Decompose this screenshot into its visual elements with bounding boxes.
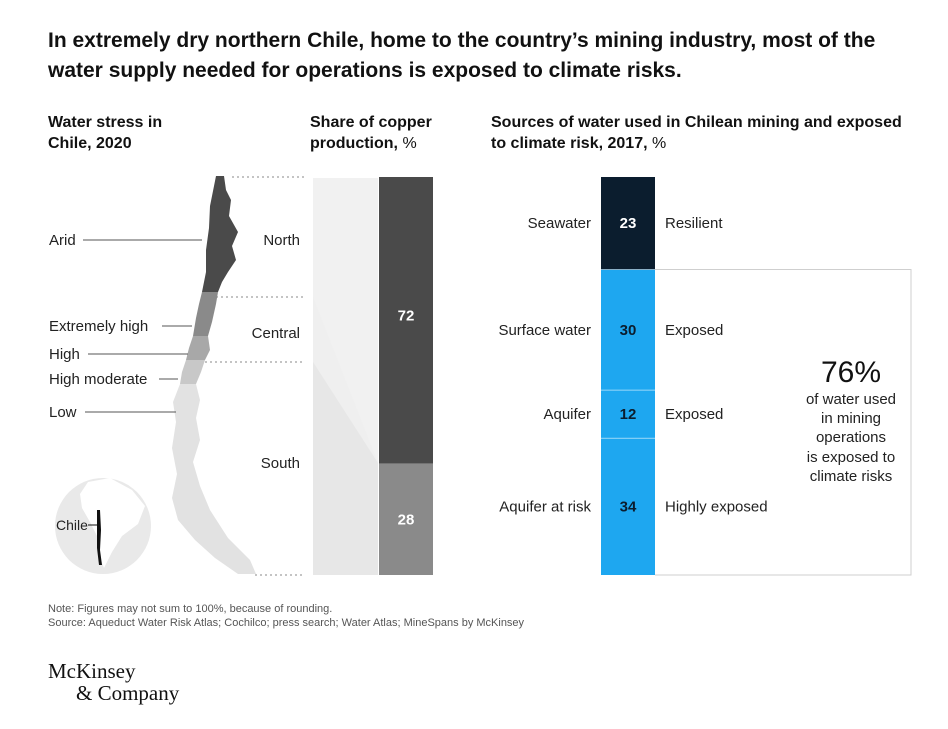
water-sources-header: Sources of water used in Chilean mining … — [491, 112, 911, 154]
water-category-label-aquifer: Aquifer — [543, 406, 591, 423]
water-value-label-aquifer-at-risk: 34 — [620, 499, 637, 516]
water-value-label-surface-water: 30 — [620, 322, 637, 339]
copper-share-header-unit: % — [402, 135, 417, 152]
footnote: Note: Figures may not sum to 100%, becau… — [48, 602, 524, 630]
water-stress-header: Water stress in Chile, 2020 — [48, 114, 163, 152]
callout-value: 76% — [821, 356, 881, 389]
mckinsey-logo: McKinsey & Company — [48, 660, 179, 704]
globe-chile-label: Chile — [56, 517, 88, 533]
water-risk-label-seawater: Resilient — [665, 215, 723, 232]
logo-line-1: McKinsey — [48, 659, 136, 683]
map-region-extremely-high — [193, 292, 218, 336]
region-connector-lower — [313, 362, 378, 575]
region-label-north: North — [263, 232, 300, 249]
region-label-south: South — [261, 455, 300, 472]
copper-value-label-south: 28 — [398, 511, 415, 528]
globe-south-america — [80, 478, 145, 568]
copper-bar-segment-south — [379, 463, 433, 575]
water-bar-segment-seawater — [601, 177, 655, 270]
water-bar-segment-surface-water — [601, 269, 655, 391]
map-region-high — [186, 336, 210, 360]
chart-title: In extremely dry northern Chile, home to… — [48, 29, 876, 82]
callout-text-line-2: in mining — [821, 410, 881, 427]
region-label-central: Central — [252, 325, 300, 342]
globe-chile-highlight — [97, 510, 102, 565]
water-category-label-surface-water: Surface water — [498, 322, 591, 339]
legend-label-high: High — [49, 346, 80, 363]
logo-line-2: & Company — [76, 681, 180, 705]
source-text: Source: Aqueduct Water Risk Atlas; Cochi… — [48, 617, 525, 629]
map-region-arid — [202, 176, 238, 292]
water-category-label-aquifer-at-risk: Aquifer at risk — [499, 499, 591, 516]
map-region-high-moderate — [180, 360, 205, 384]
chile-map — [172, 176, 256, 574]
callout-text-line-3: operations — [816, 429, 886, 446]
water-sources-header-text: Sources of water used in Chilean mining … — [491, 114, 902, 152]
copper-bar-segment-north-central — [379, 177, 433, 464]
region-connector-upper — [313, 178, 378, 463]
copper-value-label-north-central: 72 — [398, 307, 415, 324]
legend-label-low: Low — [49, 404, 77, 421]
callout-text-line-1: of water used — [806, 391, 896, 408]
callout-bracket — [655, 269, 912, 576]
copper-bar-group: 72 28 — [379, 177, 433, 575]
callout: 76% of water used in mining operations i… — [806, 356, 896, 485]
water-value-label-aquifer: 12 — [620, 406, 637, 423]
callout-text-line-4: is exposed to — [807, 449, 895, 466]
water-value-label-seawater: 23 — [620, 215, 637, 232]
water-bar-group: 23 30 12 34 Seawater Surface water Aquif… — [498, 177, 768, 575]
water-category-label-seawater: Seawater — [528, 215, 591, 232]
note-text: Note: Figures may not sum to 100%, becau… — [48, 603, 333, 615]
legend-label-arid: Arid — [49, 232, 76, 249]
water-sources-header-unit: % — [651, 135, 667, 152]
legend-label-high-moderate: High moderate — [49, 371, 147, 388]
water-risk-label-aquifer-at-risk: Highly exposed — [665, 499, 768, 516]
copper-share-header: Share of copper production, % — [310, 112, 470, 154]
water-bar-segment-aquifer-at-risk — [601, 438, 655, 575]
map-region-low — [172, 384, 256, 574]
copper-share-header-text: Share of copper production, — [310, 114, 432, 152]
legend-label-extremely-high: Extremely high — [49, 318, 148, 335]
water-risk-label-surface-water: Exposed — [665, 322, 723, 339]
globe-inset: Chile — [55, 478, 151, 574]
callout-text-line-5: climate risks — [810, 468, 893, 485]
water-risk-label-aquifer: Exposed — [665, 406, 723, 423]
water-bar-segment-aquifer — [601, 390, 655, 439]
